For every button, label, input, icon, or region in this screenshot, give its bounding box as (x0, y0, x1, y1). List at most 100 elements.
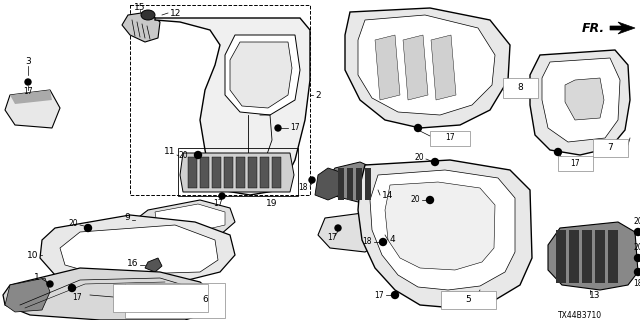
Bar (178, 148, 298, 196)
Text: 20: 20 (179, 150, 188, 159)
Text: 20: 20 (414, 154, 424, 163)
Bar (130, 5, 310, 195)
Circle shape (84, 225, 92, 231)
Polygon shape (347, 168, 353, 200)
Polygon shape (530, 50, 630, 155)
Polygon shape (5, 90, 60, 128)
Text: 12: 12 (170, 9, 181, 18)
Polygon shape (135, 200, 235, 240)
Polygon shape (200, 157, 209, 188)
Polygon shape (542, 58, 620, 142)
Text: FR.: FR. (582, 21, 605, 35)
Text: 9: 9 (124, 213, 130, 222)
Polygon shape (224, 157, 233, 188)
Bar (430, 131, 470, 146)
Polygon shape (365, 168, 371, 200)
Text: 3: 3 (25, 58, 31, 67)
Polygon shape (60, 225, 218, 275)
Polygon shape (3, 268, 215, 320)
Circle shape (392, 292, 399, 299)
Text: 20: 20 (68, 220, 78, 228)
Text: 17: 17 (445, 133, 455, 142)
Polygon shape (565, 78, 604, 120)
Circle shape (380, 238, 387, 245)
Text: 2: 2 (315, 91, 321, 100)
Text: 13: 13 (589, 291, 601, 300)
Circle shape (415, 124, 422, 132)
Text: 17: 17 (213, 199, 223, 209)
Polygon shape (403, 35, 428, 100)
Text: 15: 15 (134, 4, 146, 12)
Text: 14: 14 (382, 190, 394, 199)
Text: 16: 16 (127, 260, 138, 268)
Circle shape (426, 196, 433, 204)
Text: 11: 11 (163, 148, 175, 156)
Bar (125, 283, 225, 317)
Polygon shape (236, 157, 245, 188)
Text: 17: 17 (23, 87, 33, 97)
Circle shape (309, 177, 315, 183)
Text: 17: 17 (72, 293, 82, 302)
Text: 20: 20 (633, 218, 640, 227)
Text: 5: 5 (465, 295, 471, 305)
Polygon shape (230, 42, 292, 108)
Circle shape (47, 281, 53, 287)
Bar (557, 156, 593, 171)
Circle shape (68, 284, 76, 292)
Polygon shape (385, 182, 495, 270)
Circle shape (275, 125, 281, 131)
Bar (440, 291, 495, 309)
Polygon shape (370, 170, 515, 290)
Polygon shape (180, 153, 294, 192)
Polygon shape (40, 215, 235, 285)
Circle shape (219, 193, 225, 199)
Polygon shape (155, 204, 225, 232)
Circle shape (634, 228, 640, 236)
Polygon shape (556, 230, 566, 283)
Text: 17: 17 (374, 291, 384, 300)
Polygon shape (248, 157, 257, 188)
Polygon shape (356, 168, 362, 200)
Text: 18: 18 (362, 237, 372, 246)
Text: TX44B3710: TX44B3710 (558, 310, 602, 319)
Polygon shape (345, 8, 510, 128)
Text: 10: 10 (26, 251, 38, 260)
Polygon shape (431, 35, 456, 100)
Text: 18: 18 (298, 183, 308, 193)
Polygon shape (325, 162, 378, 202)
Text: 19: 19 (266, 199, 278, 209)
Bar (593, 139, 627, 157)
Polygon shape (569, 230, 579, 283)
Polygon shape (595, 230, 605, 283)
Polygon shape (145, 258, 162, 272)
Circle shape (634, 268, 640, 276)
Polygon shape (212, 157, 221, 188)
Polygon shape (610, 22, 635, 34)
Polygon shape (272, 157, 281, 188)
Text: 20: 20 (633, 244, 640, 252)
Polygon shape (188, 157, 197, 188)
Text: 17: 17 (290, 124, 300, 132)
Circle shape (554, 148, 561, 156)
Bar (113, 284, 207, 312)
Text: 8: 8 (517, 84, 523, 92)
Text: 1: 1 (35, 274, 40, 283)
Polygon shape (315, 168, 340, 200)
Circle shape (634, 254, 640, 261)
Text: 17: 17 (327, 234, 337, 243)
Text: 20: 20 (410, 196, 420, 204)
Polygon shape (10, 90, 52, 104)
Polygon shape (155, 18, 310, 195)
Text: 17: 17 (570, 158, 580, 167)
Text: 7: 7 (607, 143, 613, 153)
Text: 18: 18 (633, 278, 640, 287)
Ellipse shape (141, 10, 155, 20)
Polygon shape (260, 157, 269, 188)
Text: 4: 4 (390, 236, 396, 244)
Polygon shape (358, 15, 495, 115)
Polygon shape (548, 222, 638, 290)
Circle shape (25, 79, 31, 85)
Bar (502, 78, 538, 98)
Text: 6: 6 (202, 295, 208, 305)
Polygon shape (122, 12, 160, 42)
